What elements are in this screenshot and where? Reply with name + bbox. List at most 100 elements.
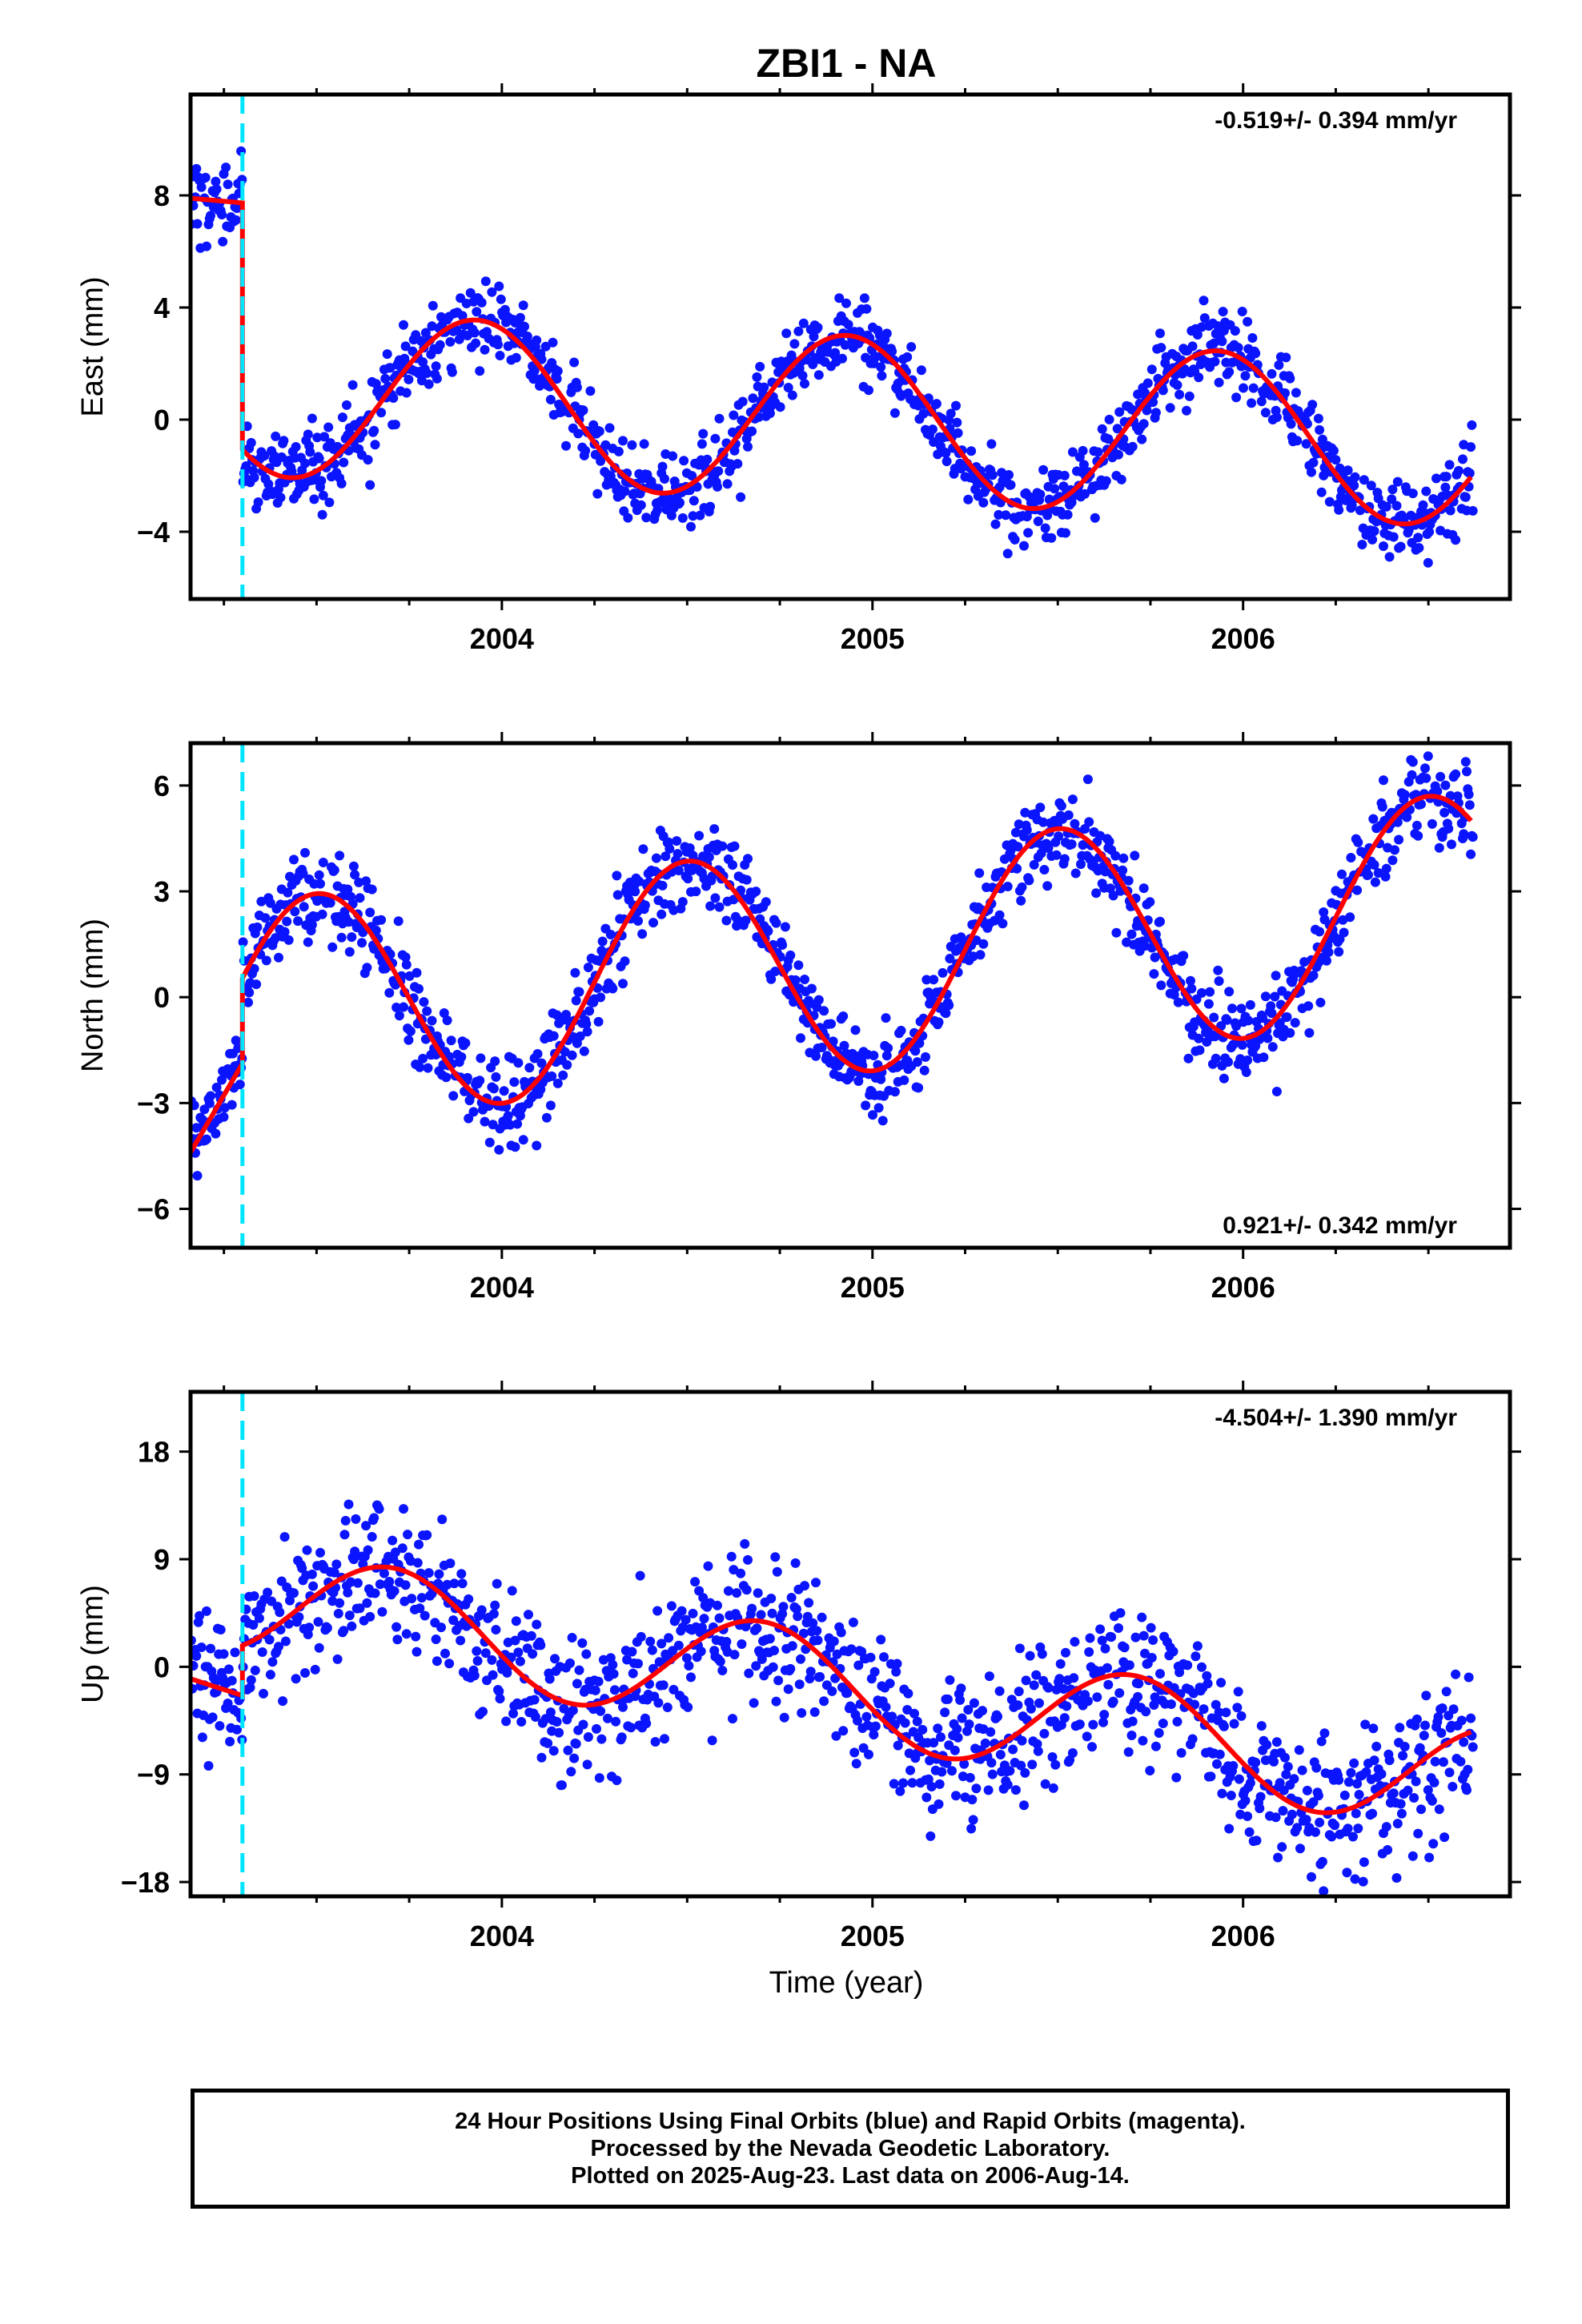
east-data-point bbox=[487, 287, 497, 297]
north-data-point bbox=[1235, 1054, 1246, 1064]
up-data-point bbox=[744, 1668, 754, 1679]
east-y-tick-label: 4 bbox=[154, 292, 170, 324]
east-data-point bbox=[1392, 476, 1403, 487]
north-data-point bbox=[1022, 825, 1032, 835]
up-data-point bbox=[737, 1639, 747, 1649]
east-data-point bbox=[1194, 372, 1204, 383]
north-data-point bbox=[1369, 860, 1379, 870]
east-data-point bbox=[1155, 328, 1165, 339]
up-data-point bbox=[540, 1714, 551, 1724]
east-data-point bbox=[249, 472, 259, 483]
up-data-point bbox=[1280, 1752, 1290, 1763]
up-data-point bbox=[303, 1630, 313, 1639]
north-data-point bbox=[524, 1063, 535, 1073]
up-data-point bbox=[1146, 1622, 1156, 1633]
east-data-point bbox=[1218, 307, 1228, 317]
up-data-point bbox=[1411, 1714, 1422, 1724]
up-data-point bbox=[608, 1659, 618, 1670]
north-data-point bbox=[1105, 883, 1115, 894]
east-data-point bbox=[1247, 333, 1258, 343]
up-data-point bbox=[207, 1712, 218, 1723]
up-data-point bbox=[1124, 1660, 1134, 1671]
up-data-point bbox=[384, 1577, 395, 1586]
north-data-point bbox=[488, 1084, 499, 1094]
east-data-point bbox=[1367, 534, 1378, 545]
up-data-point bbox=[912, 1716, 922, 1727]
up-data-point bbox=[1140, 1648, 1150, 1659]
east-data-point bbox=[1440, 482, 1451, 493]
up-data-point bbox=[1436, 1728, 1447, 1738]
up-data-point bbox=[1448, 1704, 1459, 1715]
up-data-point bbox=[1232, 1703, 1243, 1713]
east-data-point bbox=[1062, 509, 1073, 520]
east-data-point bbox=[837, 353, 847, 364]
up-data-point bbox=[1428, 1839, 1439, 1849]
up-data-point bbox=[377, 1606, 387, 1617]
north-data-point bbox=[618, 979, 628, 989]
east-data-point bbox=[675, 497, 685, 508]
up-data-point bbox=[510, 1635, 520, 1646]
up-data-point bbox=[1392, 1819, 1403, 1829]
up-data-point bbox=[267, 1657, 278, 1667]
up-data-point bbox=[1351, 1808, 1361, 1819]
east-data-point bbox=[231, 215, 241, 225]
up-data-point bbox=[1447, 1782, 1458, 1791]
up-data-point bbox=[861, 1711, 872, 1722]
up-data-point bbox=[572, 1679, 582, 1689]
north-data-point bbox=[512, 1119, 523, 1129]
up-data-point bbox=[611, 1716, 621, 1727]
up-data-point bbox=[1202, 1671, 1212, 1681]
east-data-point bbox=[1366, 480, 1376, 491]
up-data-point bbox=[223, 1664, 234, 1675]
north-data-point bbox=[838, 1011, 849, 1021]
up-data-point bbox=[893, 1740, 903, 1751]
up-data-point bbox=[968, 1815, 978, 1825]
up-data-point bbox=[283, 1618, 294, 1629]
up-data-point bbox=[563, 1745, 573, 1755]
up-data-point bbox=[566, 1767, 576, 1777]
north-data-point bbox=[1223, 1057, 1233, 1068]
north-data-point bbox=[673, 866, 684, 875]
north-data-point bbox=[491, 1072, 501, 1082]
up-data-point bbox=[437, 1514, 448, 1525]
east-data-point bbox=[211, 184, 222, 195]
east-data-point bbox=[797, 371, 808, 380]
east-data-point bbox=[887, 346, 897, 356]
north-data-point bbox=[656, 909, 667, 919]
up-data-point bbox=[838, 1726, 849, 1736]
up-data-point bbox=[987, 1769, 998, 1779]
up-data-point bbox=[1115, 1608, 1126, 1618]
up-data-point bbox=[1013, 1700, 1023, 1711]
north-data-point bbox=[899, 1075, 909, 1085]
up-data-point bbox=[1466, 1713, 1476, 1723]
north-data-point bbox=[404, 971, 415, 981]
north-data-point bbox=[1380, 871, 1391, 882]
east-data-point bbox=[736, 492, 746, 502]
up-data-point bbox=[1061, 1647, 1070, 1658]
north-data-point bbox=[777, 940, 788, 950]
east-data-point bbox=[877, 371, 887, 381]
north-data-point bbox=[945, 954, 955, 963]
north-data-point bbox=[883, 1043, 893, 1053]
east-data-point bbox=[737, 396, 748, 407]
north-data-point bbox=[282, 916, 292, 927]
up-data-point bbox=[302, 1545, 312, 1555]
north-data-point bbox=[934, 1017, 944, 1027]
east-y-axis-title: East (mm) bbox=[76, 276, 110, 416]
east-data-point bbox=[1315, 424, 1325, 435]
up-data-point bbox=[1317, 1856, 1327, 1867]
up-data-point bbox=[1054, 1674, 1065, 1684]
north-data-point bbox=[813, 995, 824, 1005]
north-data-point bbox=[914, 1038, 925, 1048]
east-data-point bbox=[952, 417, 962, 428]
up-data-point bbox=[1301, 1815, 1311, 1825]
north-data-point bbox=[532, 1140, 542, 1151]
up-data-point bbox=[809, 1707, 820, 1717]
up-data-point bbox=[590, 1685, 600, 1695]
up-data-point bbox=[1059, 1713, 1070, 1723]
north-data-point bbox=[850, 1025, 861, 1035]
east-data-point bbox=[906, 342, 917, 352]
east-data-point bbox=[1097, 424, 1107, 434]
north-data-point bbox=[683, 874, 693, 884]
east-data-point bbox=[660, 474, 669, 484]
